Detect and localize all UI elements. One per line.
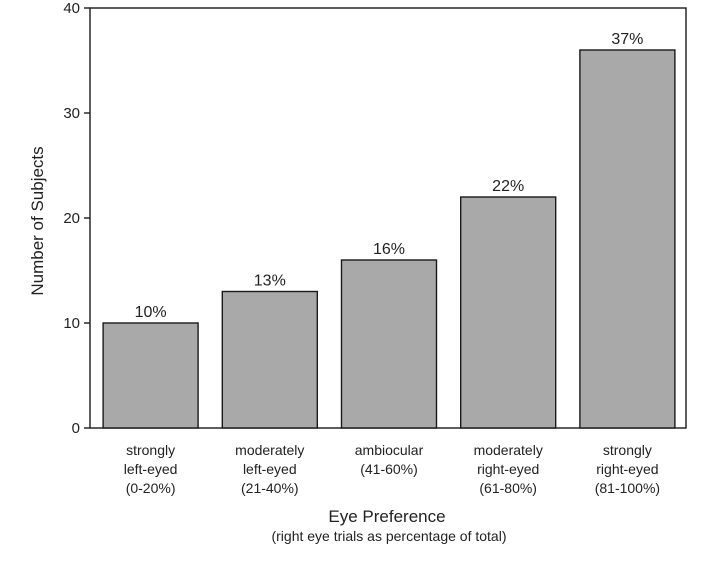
x-axis-title: Eye Preference: [328, 507, 445, 526]
y-tick-label: 30: [63, 105, 80, 122]
y-tick-label: 20: [63, 210, 80, 227]
bar: [579, 49, 676, 429]
x-category-label-line: (61-80%): [479, 480, 537, 496]
x-category-label-line: moderately: [235, 442, 304, 458]
x-category-label-line: left-eyed: [124, 461, 178, 477]
x-category-label-line: ambiocular: [355, 442, 424, 458]
x-category-label-line: (0-20%): [126, 480, 176, 496]
x-category-label: moderately left-eyed (21-40%): [235, 442, 304, 496]
y-axis-ticks: 0 10 20 30 40: [63, 0, 90, 437]
x-category-label: ambiocular (41-60%): [355, 442, 424, 477]
x-category-label-line: strongly: [126, 442, 175, 458]
x-category-label-line: right-eyed: [477, 461, 539, 477]
x-category-label: strongly left-eyed (0-20%): [124, 442, 178, 496]
x-category-label-line: (21-40%): [241, 480, 299, 496]
bar-data-label: 10%: [135, 304, 167, 321]
bar-data-label: 16%: [373, 241, 405, 258]
bar-data-label: 37%: [611, 31, 643, 48]
y-tick-label: 40: [63, 0, 80, 17]
x-category-label-line: strongly: [603, 442, 652, 458]
x-axis-category-labels: strongly left-eyed (0-20%) moderately left-e…: [124, 442, 660, 496]
bar-data-label: 22%: [492, 178, 524, 195]
bar: [102, 322, 199, 429]
bar-data-label: 13%: [254, 273, 286, 290]
x-category-label-line: left-eyed: [243, 461, 297, 477]
bar: [221, 290, 319, 429]
data-labels: 10% 13% 16% 22% 37%: [135, 31, 644, 321]
y-axis-title: Number of Subjects: [28, 146, 47, 295]
y-tick-label: 0: [72, 420, 80, 437]
bar: [460, 196, 557, 429]
x-category-label: moderately right-eyed (61-80%): [474, 442, 543, 496]
x-category-label-line: (81-100%): [595, 480, 660, 496]
x-category-label-line: right-eyed: [596, 461, 658, 477]
x-category-label-line: (41-60%): [360, 461, 418, 477]
y-tick-label: 10: [63, 315, 80, 332]
x-category-label: strongly right-eyed (81-100%): [595, 442, 660, 496]
bar: [340, 259, 438, 429]
x-category-label-line: moderately: [474, 442, 543, 458]
x-axis-subtitle: (right eye trials as percentage of total…: [271, 528, 506, 544]
bars: [102, 49, 676, 429]
